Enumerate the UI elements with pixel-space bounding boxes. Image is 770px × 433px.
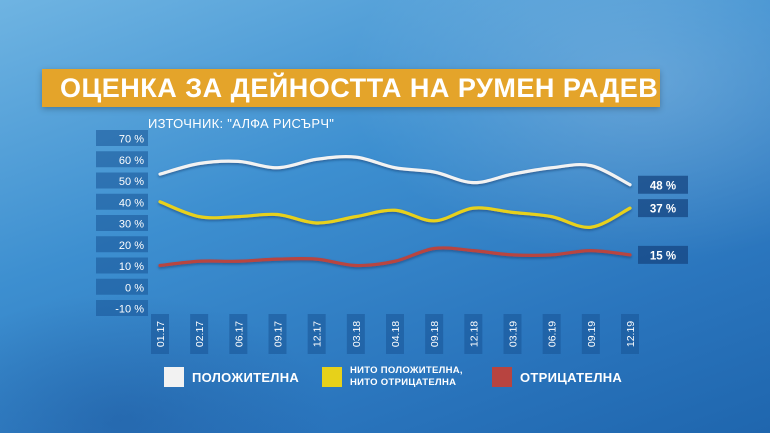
x-tick-label: 09.19 [586,321,598,347]
legend-item-negative: ОТРИЦАТЕЛНА [492,362,622,392]
x-tick-box [346,314,365,354]
x-tick-label: 09.17 [273,321,285,347]
y-tick-box [96,278,148,295]
x-tick-label: 09.18 [429,321,441,347]
x-tick-label: 06.19 [547,321,559,347]
end-label-box [638,199,688,218]
end-label-box [638,245,688,264]
x-tick-label: 04.18 [390,321,402,347]
x-tick-box [542,314,561,354]
end-value-label: 37 % [650,204,676,216]
source-caption: ИЗТОЧНИК: "АЛФА РИСЪРЧ" [148,116,335,131]
series-line-negative [158,246,632,268]
legend-label-neutral: НИТО ПОЛОЖИТЕЛНА, НИТО ОТРИЦАТЕЛНА [350,365,463,388]
x-tick-label: 12.17 [312,321,324,347]
x-tick-label: 12.19 [625,321,637,347]
x-tick-box [581,314,600,354]
y-tick-label: 40 % [119,197,144,209]
series-line-positive [158,155,632,187]
x-tick-box [386,314,404,354]
y-tick-label: 70 % [119,134,144,146]
x-tick-box [464,314,483,354]
y-tick-label: 10 % [119,261,144,273]
y-tick-label: 30 % [119,219,144,231]
x-tick-box [268,314,287,354]
x-tick-box [621,314,639,354]
end-value-label: 48 % [650,180,676,192]
y-tick-box [96,193,148,210]
legend-swatch-positive [164,367,184,387]
legend-item-positive: ПОЛОЖИТЕЛНА [164,362,299,392]
y-tick-label: -10 % [115,304,144,316]
x-tick-box [425,314,444,354]
legend-swatch-neutral [322,367,342,387]
y-tick-label: 0 % [125,282,144,294]
y-tick-box [96,257,148,274]
legend-label-negative: ОТРИЦАТЕЛНА [520,369,623,385]
legend-item-neutral: НИТО ПОЛОЖИТЕЛНА, НИТО ОТРИЦАТЕЛНА [322,362,470,392]
x-tick-label: 02.17 [194,321,206,347]
x-tick-label: 03.18 [351,321,363,347]
y-tick-box [96,300,148,316]
x-tick-label: 06.17 [233,321,245,347]
x-tick-box [229,314,248,354]
y-tick-label: 20 % [119,240,144,252]
y-tick-box [96,215,148,231]
x-tick-box [151,314,169,354]
legend-swatch-negative [492,367,512,387]
series-line-neutral [158,200,632,229]
x-tick-box [503,314,522,354]
y-tick-box [96,130,148,146]
end-value-label: 15 % [650,250,676,262]
y-tick-box [96,151,148,168]
y-tick-label: 60 % [119,155,144,167]
legend-label-positive: ПОЛОЖИТЕЛНА [192,369,300,385]
x-tick-box [190,314,209,354]
end-label-box [638,175,688,194]
y-tick-box [96,236,148,253]
x-tick-label: 03.19 [508,321,520,347]
chart-title: ОЦЕНКА ЗА ДЕЙНОСТТА НА РУМЕН РАДЕВ [60,73,659,103]
y-tick-box [96,172,148,189]
title-banner: ОЦЕНКА ЗА ДЕЙНОСТТА НА РУМЕН РАДЕВ [42,69,660,107]
x-tick-label: 12.18 [468,321,480,347]
y-tick-label: 50 % [119,176,144,188]
x-tick-label: 01.17 [155,321,167,347]
x-tick-box [307,314,326,354]
